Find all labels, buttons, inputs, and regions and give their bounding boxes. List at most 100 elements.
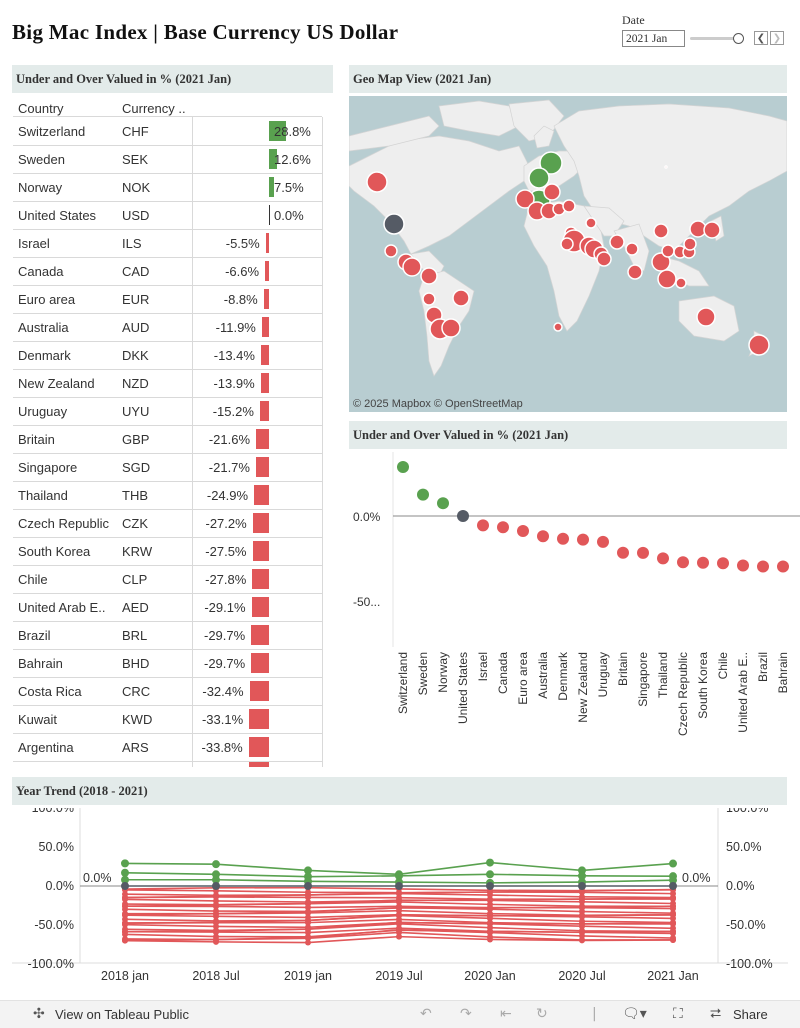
trend-point-under[interactable] <box>122 937 128 944</box>
map-marker[interactable] <box>560 237 574 251</box>
valuation-bar[interactable] <box>269 205 270 225</box>
scatter-point[interactable] <box>777 560 789 573</box>
trend-point[interactable] <box>669 859 677 868</box>
map-marker[interactable] <box>441 318 461 338</box>
trend-point-under[interactable] <box>487 936 493 943</box>
trend-point-under[interactable] <box>396 920 402 927</box>
trend-point-under[interactable] <box>122 921 128 928</box>
map-marker[interactable] <box>683 237 697 251</box>
trend-point[interactable] <box>121 882 129 890</box>
scatter-point[interactable] <box>637 546 649 559</box>
trend-point[interactable] <box>486 858 494 867</box>
table-row[interactable]: South Korea KRW -27.5% <box>13 537 322 566</box>
table-row[interactable]: Switzerland CHF 28.8% <box>13 117 322 146</box>
table-row[interactable]: Bahrain BHD -29.7% <box>13 649 322 678</box>
trend-point[interactable] <box>121 859 129 868</box>
map-marker[interactable] <box>657 269 677 289</box>
prev-date-button[interactable]: ❮ <box>754 31 768 45</box>
trend-point-under[interactable] <box>396 933 402 940</box>
view-on-tableau-link[interactable]: View on Tableau Public <box>55 1007 189 1022</box>
valuation-bar[interactable] <box>260 373 269 393</box>
valuation-bar[interactable] <box>256 429 269 449</box>
trend-point-under[interactable] <box>122 931 128 938</box>
map-marker[interactable] <box>627 264 643 280</box>
scatter-point[interactable] <box>757 560 769 573</box>
valuation-bar[interactable] <box>260 345 269 365</box>
valuation-bar[interactable] <box>252 513 269 533</box>
map-marker[interactable] <box>553 322 563 332</box>
refresh-icon[interactable]: ↻ <box>536 1006 548 1022</box>
fullscreen-icon[interactable]: ⛶ <box>673 1006 683 1022</box>
valuation-bar[interactable] <box>249 681 269 701</box>
scatter-point[interactable] <box>417 488 429 501</box>
table-row[interactable]: Britain GBP -21.6% <box>13 425 322 454</box>
valuation-bar[interactable] <box>261 317 269 337</box>
table-row[interactable]: Uruguay UYU -15.2% <box>13 397 322 426</box>
trend-point[interactable] <box>212 882 220 890</box>
date-filter-input[interactable]: 2021 Jan <box>622 30 685 47</box>
map-marker[interactable] <box>543 183 561 201</box>
valuation-scatter-chart[interactable]: 0.0% -50... Switzerland Sweden Norway Unite… <box>349 452 800 752</box>
geo-map[interactable]: © 2025 Mapbox © OpenStreetMap <box>349 96 787 412</box>
scatter-point[interactable] <box>657 552 669 565</box>
scatter-point[interactable] <box>737 559 749 572</box>
valuation-bar[interactable] <box>251 653 269 673</box>
scatter-point[interactable] <box>477 519 489 532</box>
trend-point[interactable] <box>304 882 312 890</box>
trend-point[interactable] <box>212 875 220 884</box>
trend-point-under[interactable] <box>487 906 493 913</box>
trend-point[interactable] <box>395 882 403 890</box>
table-row[interactable]: Australia AUD -11.9% <box>13 313 322 342</box>
trend-point-under[interactable] <box>305 939 311 946</box>
valuation-bar[interactable] <box>248 737 269 757</box>
valuation-bar[interactable] <box>249 709 269 729</box>
scatter-point[interactable] <box>537 530 549 543</box>
map-marker[interactable] <box>366 171 388 193</box>
map-marker[interactable] <box>661 244 675 258</box>
table-row[interactable]: Chile CLP -27.8% <box>13 565 322 594</box>
map-marker[interactable] <box>664 165 668 169</box>
scatter-point[interactable] <box>617 546 629 559</box>
trend-point-under[interactable] <box>579 889 585 896</box>
table-row[interactable]: Brazil BRL -29.7% <box>13 621 322 650</box>
map-marker[interactable] <box>383 213 405 235</box>
trend-point-under[interactable] <box>670 896 676 903</box>
trend-point-under[interactable] <box>213 938 219 945</box>
date-slider-track[interactable] <box>690 37 736 40</box>
scatter-point[interactable] <box>677 556 689 569</box>
trend-point[interactable] <box>578 871 586 880</box>
trend-point-under[interactable] <box>579 898 585 905</box>
trend-point-under[interactable] <box>305 909 311 916</box>
map-marker[interactable] <box>653 223 669 239</box>
column-header-currency[interactable]: Currency .. <box>122 101 186 116</box>
table-row[interactable]: Czech Republic CZK -27.2% <box>13 509 322 538</box>
table-row[interactable]: Costa Rica CRC -32.4% <box>13 677 322 706</box>
trend-point[interactable] <box>121 868 129 877</box>
scatter-point[interactable] <box>557 532 569 545</box>
map-marker[interactable] <box>585 217 597 229</box>
table-row[interactable]: United States USD 0.0% <box>13 201 322 230</box>
map-marker[interactable] <box>675 277 687 289</box>
trend-point[interactable] <box>304 866 312 875</box>
trend-point[interactable] <box>578 882 586 890</box>
scatter-point[interactable] <box>497 521 509 534</box>
trend-point-under[interactable] <box>579 913 585 920</box>
trend-point-under[interactable] <box>487 929 493 936</box>
trend-point-under[interactable] <box>396 898 402 905</box>
valuation-bar[interactable] <box>259 401 269 421</box>
trend-point-under[interactable] <box>305 935 311 942</box>
map-marker[interactable] <box>703 221 721 239</box>
comment-icon[interactable]: 🗨▾ <box>622 1006 647 1022</box>
trend-point-under[interactable] <box>305 919 311 926</box>
trend-point-under[interactable] <box>670 915 676 922</box>
table-row[interactable]: New Zealand NZD -13.9% <box>13 369 322 398</box>
table-row[interactable]: Israel ILS -5.5% <box>13 229 322 258</box>
map-marker[interactable] <box>452 289 470 307</box>
trend-point-under[interactable] <box>670 930 676 937</box>
trend-point-under[interactable] <box>305 894 311 901</box>
map-marker[interactable] <box>402 257 422 277</box>
valuation-bar[interactable] <box>252 541 269 561</box>
table-row[interactable]: United Arab E.. AED -29.1% <box>13 593 322 622</box>
scatter-point[interactable] <box>397 461 409 474</box>
map-marker[interactable] <box>384 244 398 258</box>
